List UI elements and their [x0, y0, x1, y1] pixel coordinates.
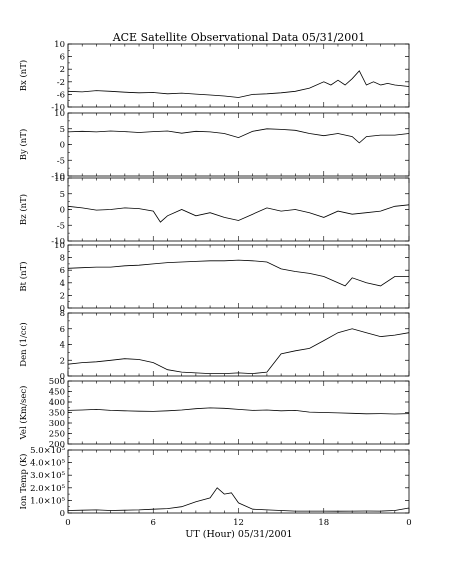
y-tick-label: 10 [54, 241, 65, 251]
y-tick-label: 4.0×10⁵ [30, 459, 65, 469]
y-tick-label: 500 [49, 377, 65, 387]
y-tick-label: 0 [60, 509, 65, 519]
series-line [67, 128, 410, 144]
y-tick-label: 350 [49, 409, 65, 419]
y-tick-label: 4 [60, 341, 65, 351]
y-tick-label: 2.0×10⁵ [30, 484, 65, 494]
panel-frame [67, 112, 410, 177]
x-tick-label: 0 [65, 518, 70, 528]
panel-frame [67, 177, 410, 242]
x-tick-label: 6 [151, 518, 156, 528]
series-line [67, 487, 410, 512]
y-tick-label: 5 [60, 125, 65, 135]
y-tick-label: 3.0×10⁵ [30, 471, 65, 481]
y-tick-label: -5 [57, 221, 65, 231]
y-tick-label: 0 [60, 141, 65, 151]
y-axis-label: Den (1/cc) [18, 322, 29, 366]
y-axis-label: Bx (nT) [18, 60, 29, 92]
y-tick-label: 250 [49, 430, 65, 440]
y-tick-label: 8 [60, 254, 65, 264]
x-axis-label: UT (Hour) 05/31/2001 [185, 529, 292, 540]
y-tick-label: 0 [60, 304, 65, 314]
y-tick-label: 6 [60, 325, 65, 335]
panel-7: 5.0×10⁵ 4.0×10⁵ 3.0×10⁵ 2.0×10⁵ 1.0×10⁵ 0 Ion … [18, 446, 410, 519]
y-tick-label: 400 [49, 398, 65, 408]
y-tick-label: 0 [60, 372, 65, 382]
y-tick-label: 2 [60, 291, 65, 301]
y-axis-label: Vel (Km/sec) [18, 386, 29, 441]
y-tick-label: -5 [57, 156, 65, 166]
y-tick-label: 450 [49, 388, 65, 398]
panel-2: 10 5 0 -5 -10 By (nT) [18, 109, 410, 182]
y-tick-label: -10 [51, 103, 65, 113]
panel-frame [67, 449, 410, 514]
y-tick-label: 10 [54, 109, 65, 119]
panel-3: 10 5 0 -5 -10 Bz (nT) [18, 174, 410, 247]
y-tick-label: -10 [51, 172, 65, 182]
y-tick-label: 2 [60, 356, 65, 366]
y-axis-label: Bt (nT) [18, 261, 29, 291]
x-tick-label: 12 [233, 518, 244, 528]
panel-5: 8 6 4 2 0 Den (1/cc) [18, 309, 410, 382]
y-tick-label: 5.0×10⁵ [30, 446, 65, 456]
chart-title: ACE Satellite Observational Data 05/31/2… [112, 31, 366, 44]
y-axis-label: By (nT) [18, 129, 29, 161]
x-tick-label: 18 [318, 518, 329, 528]
y-tick-label: -6 [57, 90, 65, 100]
y-tick-label: 2 [60, 65, 65, 75]
y-tick-label: 0 [60, 206, 65, 216]
y-tick-label: 4 [60, 279, 65, 289]
panel-frame [67, 244, 410, 309]
y-tick-label: 8 [60, 309, 65, 319]
panel-4: 10 8 6 4 2 0 Bt (nT) [18, 241, 410, 314]
y-tick-label: 6 [60, 53, 65, 63]
series-line [67, 70, 410, 98]
y-tick-label: -10 [51, 237, 65, 247]
y-tick-label: 1.0×10⁵ [30, 496, 65, 506]
panels: 10 6 2 -2 -6 -10 Bx (nT) 10 5 0 -5 -10 By (nT) 10 5 0 -5… [18, 40, 412, 528]
y-tick-label: 10 [54, 174, 65, 184]
series-line [67, 407, 410, 415]
y-tick-label: 200 [49, 440, 65, 450]
series-line [67, 328, 410, 375]
panel-frame [67, 312, 410, 377]
y-axis-label: Bz (nT) [18, 194, 29, 225]
y-tick-label: 6 [60, 266, 65, 276]
series-line [67, 259, 409, 287]
x-tick-label: 0 [406, 518, 411, 528]
y-tick-label: 5 [60, 190, 65, 200]
panel-1: 10 6 2 -2 -6 -10 Bx (nT) [18, 40, 410, 113]
y-tick-label: 10 [54, 40, 65, 50]
y-tick-label: 300 [49, 419, 65, 429]
panel-frame [67, 380, 410, 445]
y-axis-label: Ion Temp (K) [18, 454, 29, 510]
y-tick-label: -2 [57, 78, 65, 88]
series-line [67, 204, 410, 223]
